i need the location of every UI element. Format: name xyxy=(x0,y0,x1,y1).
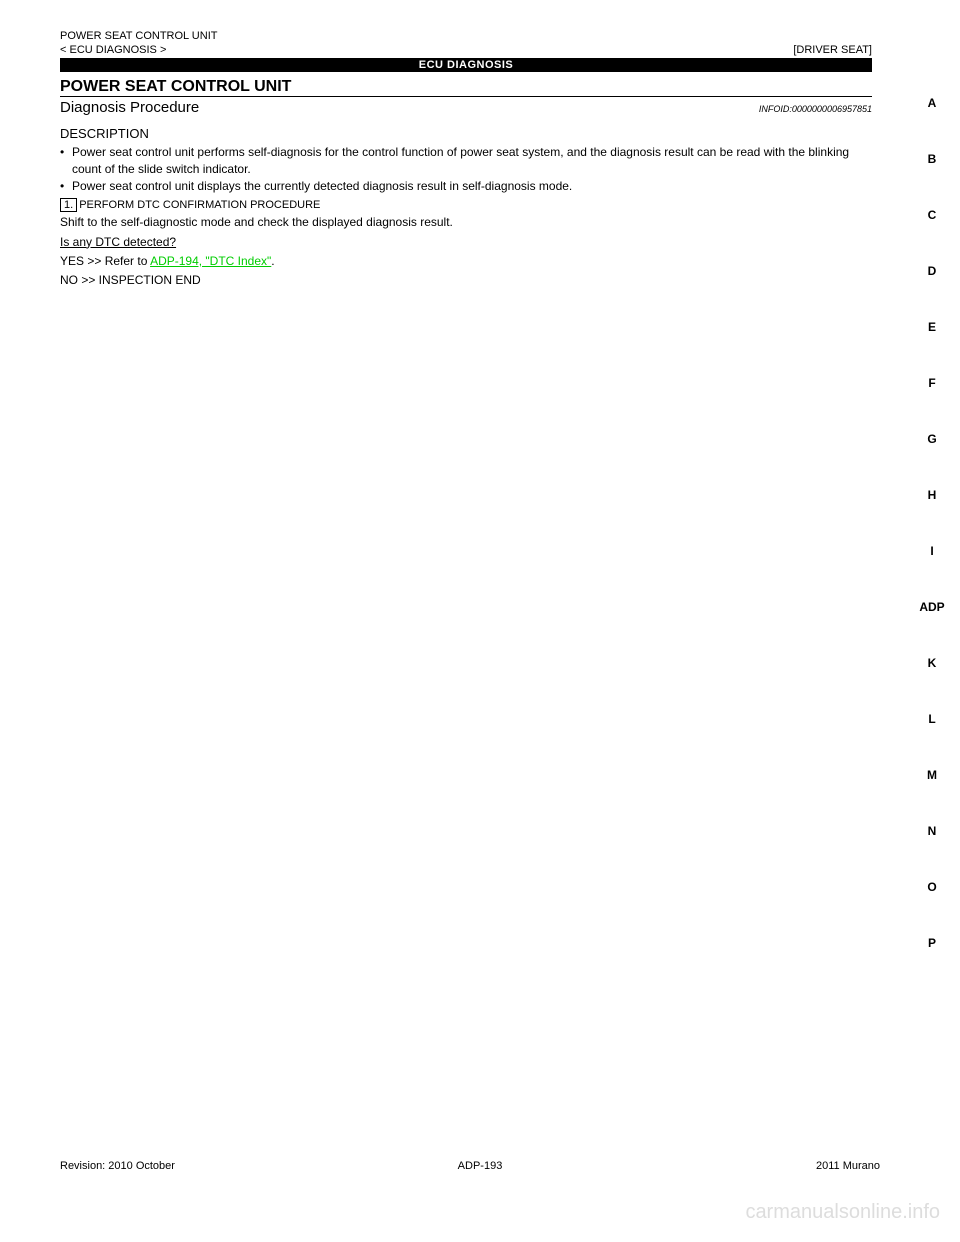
step-head: 1.PERFORM DTC CONFIRMATION PROCEDURE xyxy=(60,197,872,212)
bullet-item: • Power seat control unit displays the c… xyxy=(60,178,872,195)
index-e[interactable]: E xyxy=(918,320,946,334)
title-band: ECU DIAGNOSIS xyxy=(60,58,872,72)
header-line2: < ECU DIAGNOSIS > [DRIVER SEAT] xyxy=(60,44,872,56)
index-m[interactable]: M xyxy=(918,768,946,782)
section-header: POWER SEAT CONTROL UNIT xyxy=(60,78,872,97)
yes-after: . xyxy=(271,254,274,268)
info-id: INFOID:0000000006957851 xyxy=(759,104,872,114)
index-d[interactable]: D xyxy=(918,264,946,278)
index-b[interactable]: B xyxy=(918,152,946,166)
bullet-marker: • xyxy=(60,178,72,195)
watermark: carmanualsonline.info xyxy=(745,1201,940,1224)
yes-label: YES >> Refer to xyxy=(60,254,150,268)
index-k[interactable]: K xyxy=(918,656,946,670)
header-left: POWER SEAT CONTROL UNIT xyxy=(60,30,217,42)
edition-text: 2011 Murano xyxy=(816,1160,880,1172)
bullet-text: Power seat control unit performs self-di… xyxy=(72,144,872,178)
dtc-index-link[interactable]: ADP-194, "DTC Index" xyxy=(150,254,271,268)
index-l[interactable]: L xyxy=(918,712,946,726)
index-f[interactable]: F xyxy=(918,376,946,390)
header-line: POWER SEAT CONTROL UNIT xyxy=(60,30,872,42)
bullet-marker: • xyxy=(60,144,72,178)
step-line: Shift to the self-diagnostic mode and ch… xyxy=(60,214,872,231)
header-right: [DRIVER SEAT] xyxy=(793,44,872,56)
index-g[interactable]: G xyxy=(918,432,946,446)
index-n[interactable]: N xyxy=(918,824,946,838)
bullet-item: • Power seat control unit performs self-… xyxy=(60,144,872,178)
description-label: DESCRIPTION xyxy=(60,126,872,141)
index-i[interactable]: I xyxy=(918,544,946,558)
step-no: NO >> INSPECTION END xyxy=(60,272,872,289)
sub-title: Diagnosis Procedure xyxy=(60,99,199,116)
step-yes: YES >> Refer to ADP-194, "DTC Index". xyxy=(60,253,872,270)
subheader: Diagnosis Procedure INFOID:0000000006957… xyxy=(60,99,872,116)
step-number: 1. xyxy=(60,198,77,212)
index-o[interactable]: O xyxy=(918,880,946,894)
index-p[interactable]: P xyxy=(918,936,946,950)
bullet-block: • Power seat control unit performs self-… xyxy=(60,144,872,194)
index-c[interactable]: C xyxy=(918,208,946,222)
step-title: PERFORM DTC CONFIRMATION PROCEDURE xyxy=(79,199,320,211)
breadcrumb: < ECU DIAGNOSIS > xyxy=(60,44,166,56)
step-question: Is any DTC detected? xyxy=(60,234,872,251)
bullet-text: Power seat control unit displays the cur… xyxy=(72,178,572,195)
index-a[interactable]: A xyxy=(918,96,946,110)
index-h[interactable]: H xyxy=(918,488,946,502)
index-adp[interactable]: ADP xyxy=(918,600,946,614)
side-index: A B C D E F G H I ADP K L M N O P xyxy=(918,96,946,950)
